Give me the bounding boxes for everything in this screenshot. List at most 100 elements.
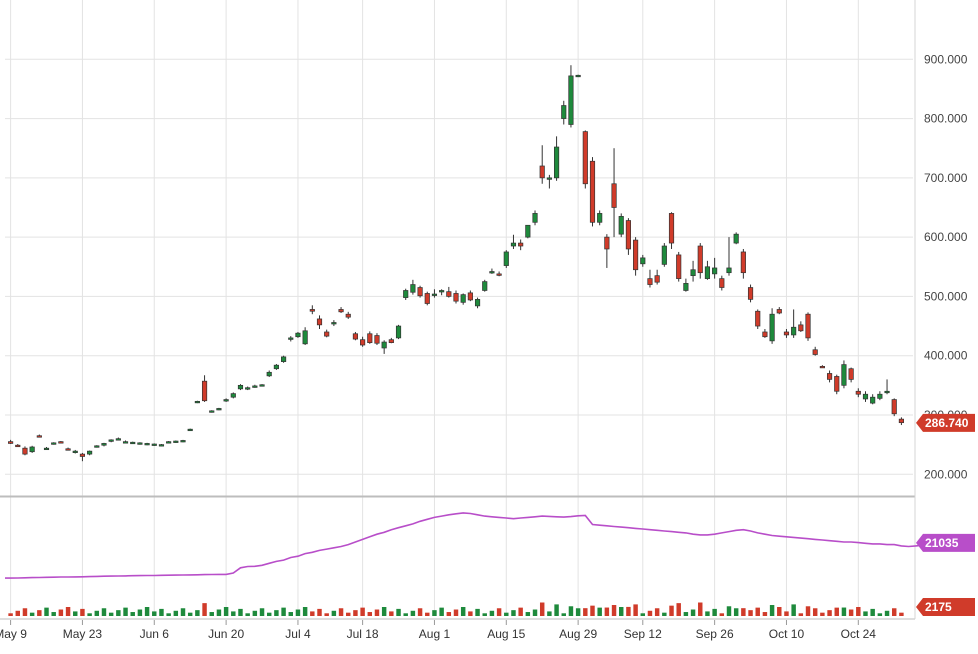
- volume-bar: [733, 608, 739, 616]
- candle-body: [266, 371, 272, 377]
- volume-bar: [468, 611, 473, 616]
- candle-body: [819, 366, 825, 369]
- volume-bar: [123, 607, 128, 616]
- volume-bar: [130, 612, 135, 616]
- volume-bar: [266, 612, 272, 616]
- candle-body: [546, 177, 552, 180]
- candle-body: [8, 441, 14, 444]
- x-tick-label: Aug 15: [487, 627, 525, 641]
- candle-body: [783, 331, 790, 336]
- candle-body: [43, 447, 50, 451]
- candle-body: [489, 271, 495, 274]
- volume-bar: [769, 605, 775, 616]
- indicator-value-tag-text: 21035: [925, 536, 959, 550]
- candle-body: [72, 450, 78, 453]
- volume-bar: [604, 607, 610, 616]
- volume-bar: [338, 608, 344, 616]
- volume-bar: [166, 613, 171, 616]
- candle-body: [898, 418, 904, 424]
- volume-bar: [705, 611, 710, 616]
- volume-bar: [482, 613, 487, 616]
- volume-bar: [216, 609, 222, 616]
- volume-bar: [748, 610, 753, 616]
- volume-bar: [396, 608, 401, 616]
- candle-body: [388, 339, 394, 343]
- candle-body: [331, 322, 337, 325]
- volume-bar: [209, 612, 214, 616]
- last-price-tag-text: 286.740: [925, 416, 969, 430]
- volume-bar: [65, 607, 71, 616]
- candle-body: [597, 213, 603, 223]
- candle-body: [625, 220, 631, 250]
- candle-body: [611, 183, 617, 208]
- candle-body: [762, 331, 768, 338]
- candle-body: [532, 213, 538, 223]
- volume-bar: [22, 608, 28, 616]
- volume-bar: [561, 613, 566, 616]
- volume-bar: [662, 612, 667, 616]
- candle-body: [144, 443, 150, 446]
- volume-bar: [575, 608, 581, 616]
- volume-bar: [547, 611, 552, 616]
- candle-body: [166, 441, 172, 444]
- volume-bar: [511, 610, 516, 616]
- volume-bar: [568, 606, 574, 616]
- candle-body: [640, 257, 646, 265]
- candle-body: [180, 440, 186, 443]
- candle-body: [101, 443, 107, 446]
- candlestick-series: [8, 65, 904, 462]
- candle-body: [403, 290, 409, 298]
- volume-bar: [554, 604, 559, 616]
- x-tick-label: Jun 20: [208, 627, 244, 641]
- volume-bar: [410, 610, 416, 616]
- y-tick-label: 500.000: [924, 289, 968, 303]
- volume-bar: [640, 613, 646, 616]
- candle-body: [482, 281, 488, 291]
- volume-bar: [374, 609, 380, 616]
- candle-body: [870, 396, 876, 404]
- value-tags: 286.740 21035 2175: [916, 413, 975, 616]
- volume-bar: [805, 606, 811, 616]
- candle-body: [281, 356, 287, 362]
- candle-body: [151, 443, 157, 446]
- volume-bar: [504, 612, 509, 616]
- candle-body: [518, 242, 524, 247]
- volume-bar: [791, 604, 796, 616]
- candle-body: [496, 273, 502, 276]
- volume-bar: [58, 609, 64, 616]
- volume-bar: [870, 608, 875, 616]
- candle-body: [503, 251, 509, 266]
- candle-body: [381, 341, 387, 349]
- candle-body: [877, 393, 883, 399]
- volume-bar: [597, 607, 602, 616]
- candle-body: [273, 364, 279, 370]
- volume-bar: [891, 608, 897, 616]
- volume-bar: [331, 610, 337, 616]
- candle-body: [733, 233, 739, 244]
- volume-bar: [302, 607, 308, 616]
- volume-bar: [647, 610, 653, 616]
- volume-bar: [827, 610, 832, 616]
- volume-bar: [583, 608, 588, 616]
- volume-bar: [812, 608, 818, 616]
- volume-bar: [432, 610, 437, 616]
- candle-body: [87, 450, 93, 455]
- volume-bar: [152, 611, 157, 616]
- volume-bar-series: [8, 602, 904, 616]
- candle-body: [446, 291, 452, 297]
- candle-body: [338, 309, 344, 313]
- volume-bar: [403, 613, 408, 616]
- volume-bar: [726, 606, 732, 616]
- volume-bar: [698, 602, 703, 616]
- indicator-line-series: [5, 512, 938, 579]
- candle-body: [252, 385, 258, 388]
- volume-bar: [611, 605, 617, 616]
- candle-body: [230, 393, 236, 398]
- volume-bar: [884, 610, 890, 616]
- candle-body: [122, 441, 129, 444]
- volume-bar: [848, 609, 854, 616]
- volume-bar: [532, 609, 538, 616]
- x-tick-label: May 23: [63, 627, 103, 641]
- candle-body: [719, 278, 725, 288]
- candle-body: [575, 74, 581, 78]
